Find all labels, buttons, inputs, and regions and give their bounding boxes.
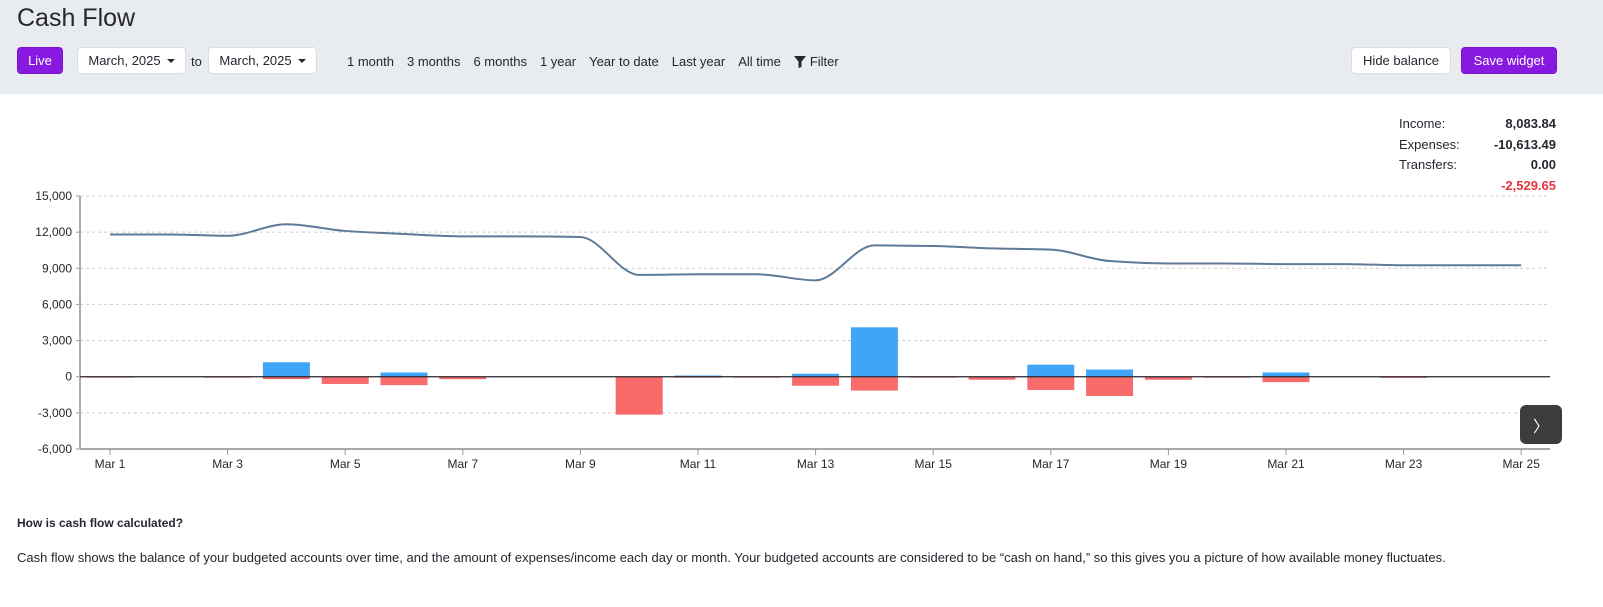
income-bar — [1262, 372, 1310, 377]
hide-balance-button[interactable]: Hide balance — [1351, 47, 1451, 74]
y-tick-label: -6,000 — [38, 442, 72, 456]
toolbar: Cash Flow Live March, 2025 to March, 202… — [0, 0, 1603, 94]
save-widget-button[interactable]: Save widget — [1461, 47, 1557, 74]
x-tick-label: Mar 7 — [447, 457, 478, 471]
range-year-to-date[interactable]: Year to date — [589, 54, 659, 69]
to-label: to — [191, 54, 202, 69]
range-1-year[interactable]: 1 year — [539, 54, 577, 69]
range-presets: 1 month 3 months 6 months 1 year Year to… — [347, 54, 839, 69]
income-bar — [674, 375, 722, 377]
x-tick-label: Mar 21 — [1267, 457, 1305, 471]
expenses-value: -10,613.49 — [1493, 136, 1556, 152]
expense-bar — [1380, 376, 1428, 378]
live-button[interactable]: Live — [17, 47, 63, 74]
y-tick-label: 6,000 — [42, 297, 72, 311]
income-value: 8,083.84 — [1505, 116, 1556, 131]
expense-bar — [1262, 376, 1310, 383]
expense-bar — [1086, 376, 1134, 396]
x-tick-label: Mar 5 — [330, 457, 361, 471]
income-bar — [1086, 369, 1134, 377]
start-month-select[interactable]: March, 2025 — [77, 47, 186, 74]
filter-label: Filter — [809, 54, 839, 69]
next-period-button[interactable]: 〉 — [1520, 405, 1562, 444]
expense-bar — [615, 376, 663, 415]
expense-bar — [439, 376, 487, 380]
y-tick-label: -3,000 — [38, 406, 72, 420]
x-tick-label: Mar 9 — [565, 457, 596, 471]
net-value: -2,529.65 — [1501, 177, 1556, 193]
balance-line — [110, 223, 1522, 282]
income-bar — [262, 362, 310, 377]
x-tick-label: Mar 1 — [95, 457, 126, 471]
info-text: Cash flow shows the balance of your budg… — [17, 550, 1446, 565]
income-label: Income: — [1399, 116, 1446, 131]
range-6-months[interactable]: 6 months — [473, 54, 527, 69]
expense-bar — [1027, 376, 1075, 390]
x-tick-label: Mar 11 — [680, 457, 717, 471]
info-heading: How is cash flow calculated? — [17, 516, 184, 530]
income-bar — [850, 327, 898, 377]
income-bar — [792, 373, 840, 377]
range-all-time[interactable]: All time — [738, 54, 781, 69]
expense-bar — [262, 376, 310, 380]
caret-down-icon — [297, 58, 306, 63]
x-tick-label: Mar 19 — [1150, 457, 1188, 471]
x-tick-label: Mar 3 — [212, 457, 243, 471]
end-month-value: March, 2025 — [219, 53, 292, 68]
y-tick-label: 3,000 — [42, 334, 72, 348]
y-tick-label: 9,000 — [42, 261, 72, 275]
income-bar — [1027, 364, 1075, 377]
page-title: Cash Flow — [17, 4, 136, 32]
range-last-year[interactable]: Last year — [671, 54, 726, 69]
start-month-value: March, 2025 — [88, 53, 161, 68]
filter-button[interactable]: Filter — [793, 54, 839, 69]
income-bar — [380, 372, 428, 377]
range-1-month[interactable]: 1 month — [347, 54, 394, 69]
x-tick-label: Mar 15 — [915, 457, 953, 471]
transfers-label: Transfers: — [1399, 157, 1458, 172]
y-tick-label: 0 — [65, 370, 72, 384]
totals-summary: Income: 8,083.84 Expenses: -10,613.49 Tran… — [1399, 114, 1556, 196]
x-tick-label: Mar 17 — [1032, 457, 1070, 471]
caret-down-icon — [166, 58, 175, 63]
expenses-label: Expenses: — [1399, 136, 1460, 152]
range-3-months[interactable]: 3 months — [406, 54, 461, 69]
cash-flow-chart: 15,000 12,000 9,000 6,000 3,000 0 -3,000 -6,000… — [35, 189, 1550, 471]
y-tick-label: 12,000 — [35, 225, 72, 239]
expense-bar — [792, 376, 840, 386]
x-tick-label: Mar 13 — [797, 457, 835, 471]
x-tick-label: Mar 25 — [1503, 457, 1541, 471]
expense-bar — [380, 376, 428, 386]
expense-bar — [1144, 376, 1192, 380]
end-month-select[interactable]: March, 2025 — [208, 47, 317, 74]
filter-icon — [793, 55, 806, 68]
y-tick-label: 15,000 — [35, 189, 72, 203]
expense-bar — [321, 376, 369, 384]
expense-bar — [850, 376, 898, 391]
x-tick-label: Mar 23 — [1385, 457, 1423, 471]
expense-bar — [968, 376, 1016, 380]
transfers-value: 0.00 — [1530, 157, 1556, 172]
